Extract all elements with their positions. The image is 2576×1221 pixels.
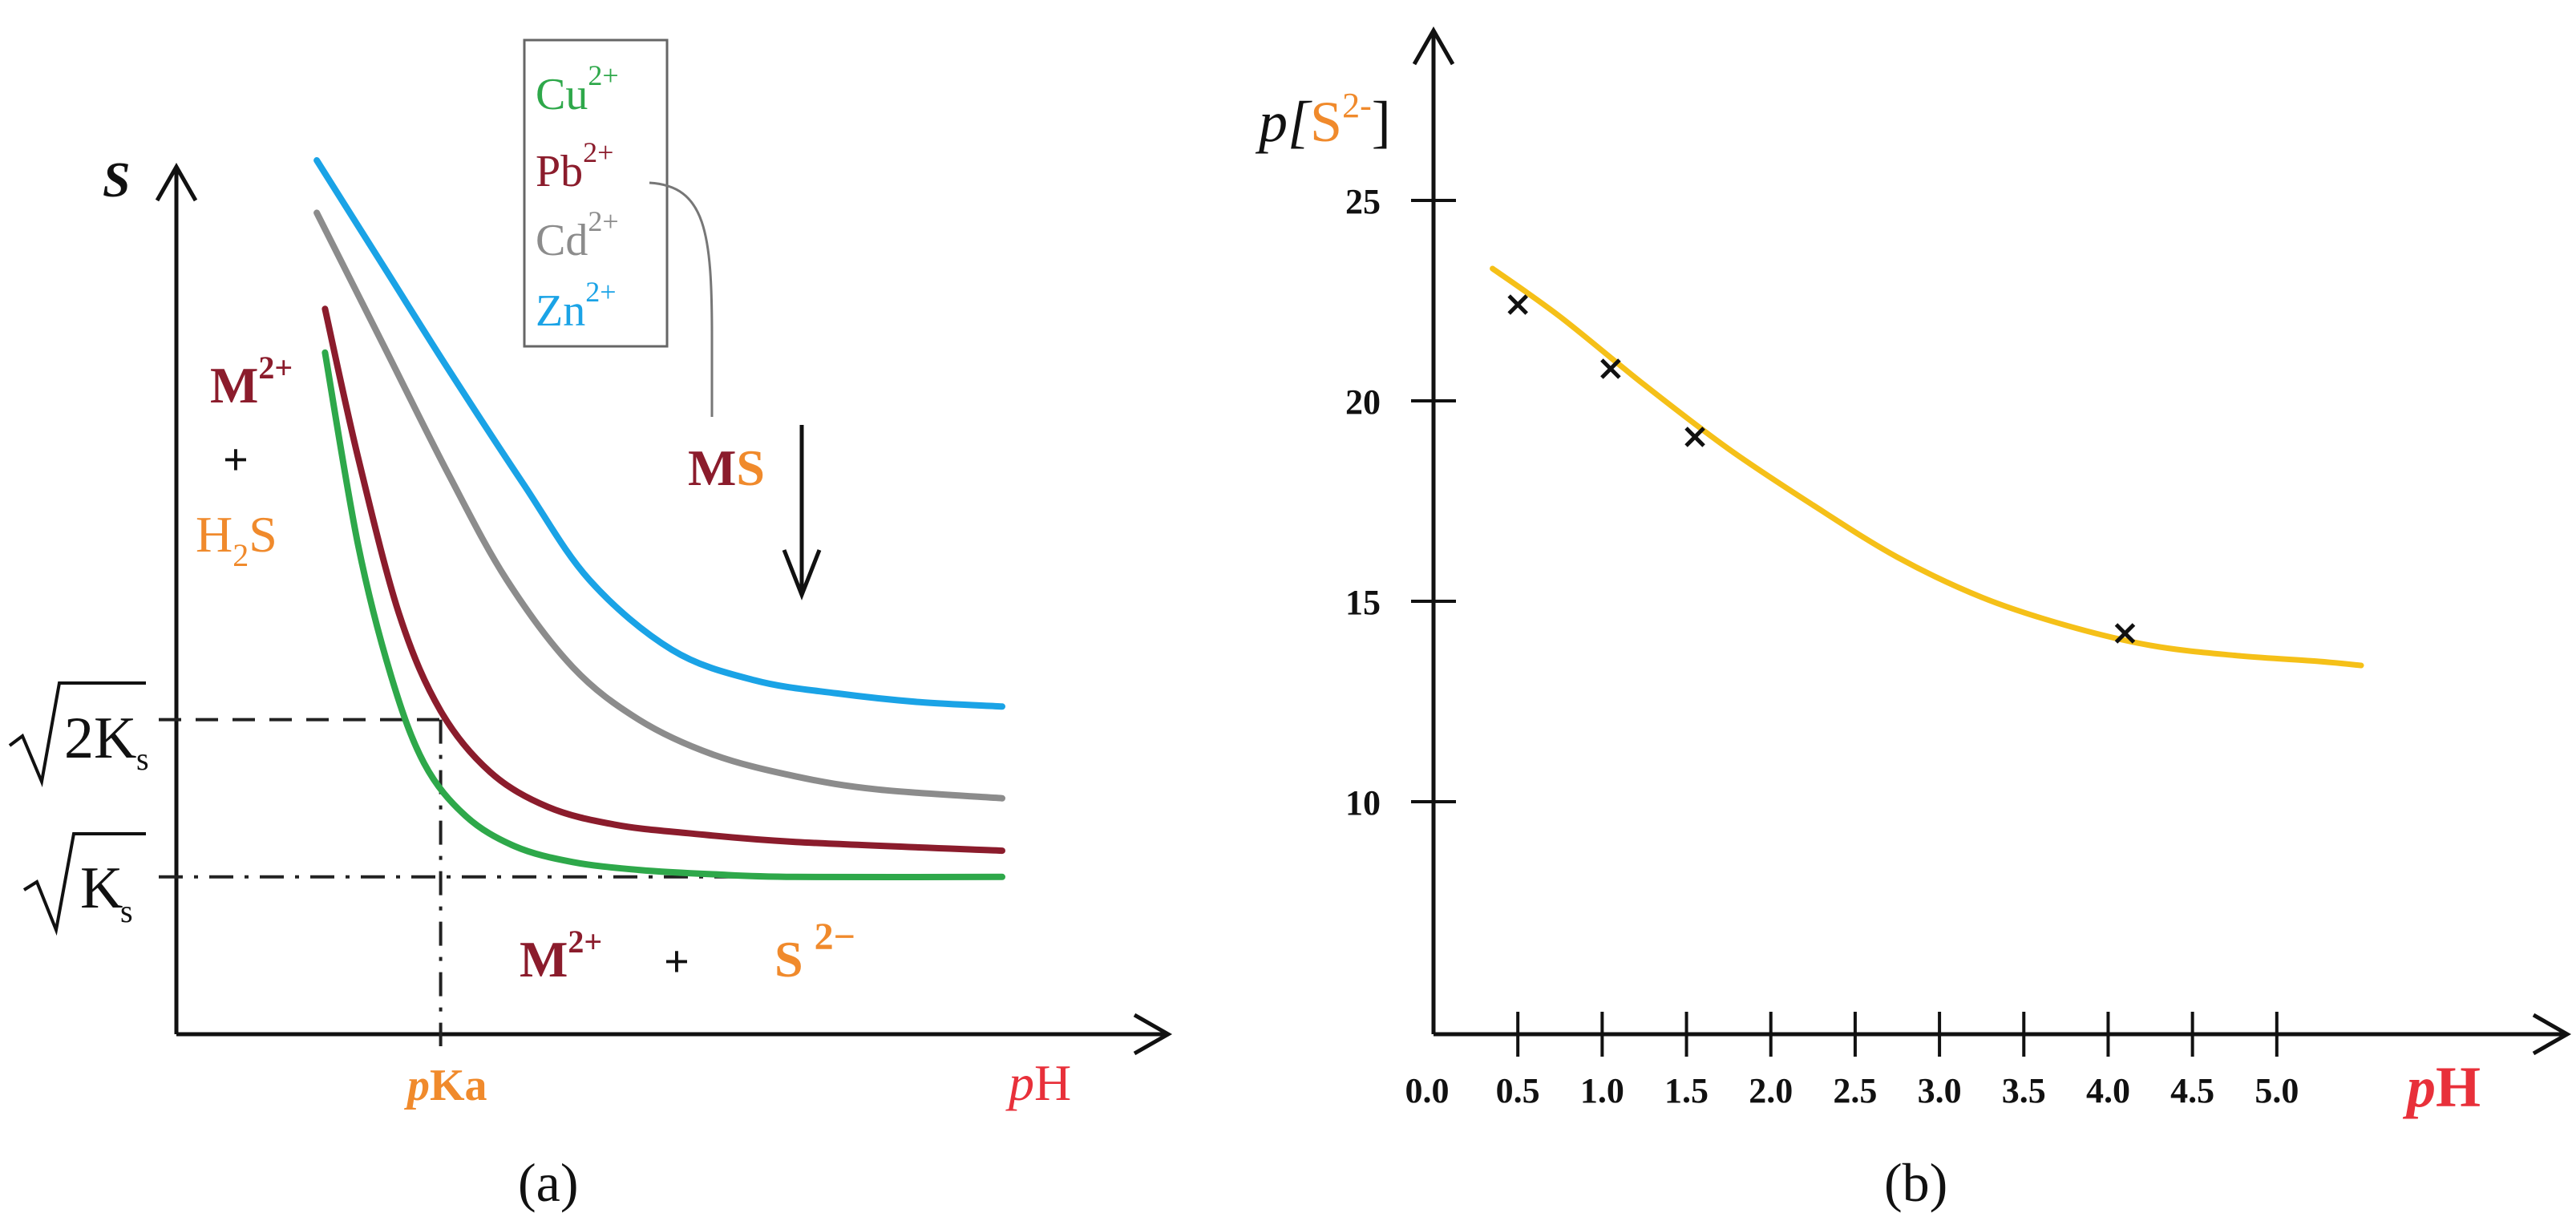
- ions-sulfide-label: S 2−: [774, 916, 855, 988]
- panel-b-x-label-prefix: p: [2402, 1055, 2436, 1119]
- y-tick-label: 15: [1345, 583, 1381, 622]
- panel-b-series: [1490, 265, 2364, 669]
- h2s-right: S: [249, 506, 277, 563]
- ions-plus-label: +: [664, 937, 689, 987]
- h2s-subscript: 2: [233, 537, 249, 573]
- legend-leader-line: [649, 181, 714, 417]
- pka-tick-prefix: p: [404, 1061, 430, 1110]
- panel-a-caption: (a): [518, 1152, 578, 1213]
- measured-point-stroke: [1600, 358, 1621, 379]
- h2s-label: H2S: [196, 506, 277, 573]
- legend-zinc-symbol: Zn: [536, 286, 585, 336]
- measured-point-stroke: [2114, 623, 2136, 644]
- panel-a-series: [313, 157, 1005, 881]
- ions-sulfide-symbol: S: [774, 931, 803, 988]
- panel-a-y-axis-arrow: [155, 162, 198, 202]
- panel-a-y-label: S: [103, 153, 130, 208]
- panel-b-ticks: 0.0 0.5 1.0 1.5 2.0 2.5 3.0 3.5 4.0 4.5 5.0 10 15 20 2…: [1345, 182, 2299, 1110]
- panel-b-chart: 0.0 0.5 1.0 1.5 2.0 2.5 3.0 3.5 4.0 4.5 5.0 10 15 20 2…: [1255, 26, 2572, 1119]
- measured-point: [2114, 623, 2136, 644]
- x-tick-label: 4.0: [2086, 1071, 2130, 1110]
- sqrt-ks-radical: [22, 832, 146, 936]
- curve-lead: [321, 305, 1005, 855]
- measured-point: [1684, 427, 1705, 447]
- curve-zinc: [313, 157, 1005, 710]
- reactant-plus-label: +: [223, 435, 249, 485]
- legend-lead-symbol: Pb: [536, 147, 583, 196]
- ions-metal-symbol: M: [520, 931, 568, 988]
- x-tick-label: 4.5: [2170, 1071, 2214, 1110]
- legend-zinc-charge: 2+: [585, 276, 616, 308]
- legend-copper-symbol: Cu: [536, 70, 588, 119]
- sqrt-ks-label: K s: [22, 832, 146, 936]
- panel-b-x-label-suffix: H: [2436, 1055, 2481, 1119]
- pka-tick-suffix: Ka: [430, 1061, 487, 1110]
- panel-b-y-label-charge: 2-: [1342, 86, 1372, 125]
- reactant-metal-symbol: M: [210, 357, 258, 414]
- x-tick-label: 3.5: [2002, 1071, 2046, 1110]
- legend-lead-charge: 2+: [583, 136, 613, 168]
- sqrt-2ks-radical: [8, 681, 146, 788]
- x-tick-label: 0.0: [1405, 1071, 1450, 1110]
- x-tick-label: 2.5: [1833, 1071, 1877, 1110]
- legend-zinc: Zn2+: [536, 276, 617, 336]
- curve-copper: [321, 349, 1005, 881]
- panel-b-x-axis-arrow: [2532, 1013, 2572, 1056]
- reactant-metal-label: M2+: [210, 350, 293, 414]
- legend-box: [523, 38, 669, 348]
- curve-cadmium: [313, 209, 1005, 802]
- legend-cadmium-charge: 2+: [588, 205, 618, 237]
- h2s-left: H: [196, 506, 233, 563]
- panel-b-y-label-species: S: [1310, 90, 1342, 154]
- reactant-metal-charge: 2+: [258, 350, 293, 386]
- measured-point: [1507, 294, 1528, 315]
- precipitate-sulfide: S: [736, 439, 765, 496]
- panel-a-chart: S pH pKa 2K s K s M2+ + H2S: [8, 38, 1173, 1111]
- sqrt-2ks-subscript: s: [136, 741, 149, 777]
- legend-copper: Cu2+: [536, 59, 619, 119]
- measured-point-stroke: [1507, 294, 1528, 315]
- x-tick-label: 3.0: [1918, 1071, 1962, 1110]
- y-tick-label: 25: [1345, 182, 1381, 221]
- panel-b-y-axis-arrow: [1412, 26, 1455, 66]
- precipitate-metal: M: [688, 439, 736, 496]
- panel-a-legend: Cu2+ Pb2+ Cd2+ Zn2+: [523, 38, 714, 417]
- panel-b-caption: (b): [1884, 1152, 1947, 1213]
- ions-sulfide-charge: 2−: [815, 916, 855, 958]
- measured-point-stroke: [1684, 427, 1705, 447]
- sqrt-2ks-label: 2K s: [8, 681, 149, 788]
- pka-tick-label: pKa: [404, 1061, 487, 1110]
- panel-a-x-label: pH: [1005, 1054, 1071, 1111]
- x-tick-label: 1.0: [1580, 1071, 1624, 1110]
- legend-copper-charge: 2+: [588, 59, 618, 91]
- fitted-curve: [1490, 265, 2364, 669]
- ions-metal-label: M2+: [520, 924, 602, 988]
- x-tick-label: 0.5: [1496, 1071, 1540, 1110]
- y-tick-label: 10: [1345, 783, 1381, 823]
- ions-metal-charge: 2+: [568, 924, 602, 960]
- sqrt-ks-text: K: [80, 855, 123, 921]
- panel-b-y-label: p[S2-]: [1255, 86, 1391, 154]
- panel-b-y-label-suffix: ]: [1372, 90, 1391, 154]
- sqrt-2ks-text: 2K: [64, 706, 136, 771]
- panel-a-x-label-suffix: H: [1034, 1054, 1071, 1111]
- legend-cadmium: Cd2+: [536, 205, 619, 265]
- x-tick-label: 2.0: [1749, 1071, 1793, 1110]
- panel-b-x-label: pH: [2402, 1055, 2481, 1119]
- measured-point: [1600, 358, 1621, 379]
- x-tick-label: 1.5: [1664, 1071, 1709, 1110]
- x-tick-label: 5.0: [2255, 1071, 2299, 1110]
- panel-b-y-label-prefix: p[: [1255, 90, 1312, 154]
- panel-a-x-axis-arrow: [1133, 1013, 1173, 1056]
- y-tick-label: 20: [1345, 382, 1381, 422]
- legend-lead: Pb2+: [536, 136, 613, 196]
- precipitate-label: MS: [688, 439, 765, 496]
- panel-a-x-label-prefix: p: [1005, 1054, 1034, 1111]
- legend-cadmium-symbol: Cd: [536, 216, 588, 265]
- precipitation-arrow-head: [782, 549, 822, 600]
- sqrt-ks-subscript: s: [120, 893, 133, 929]
